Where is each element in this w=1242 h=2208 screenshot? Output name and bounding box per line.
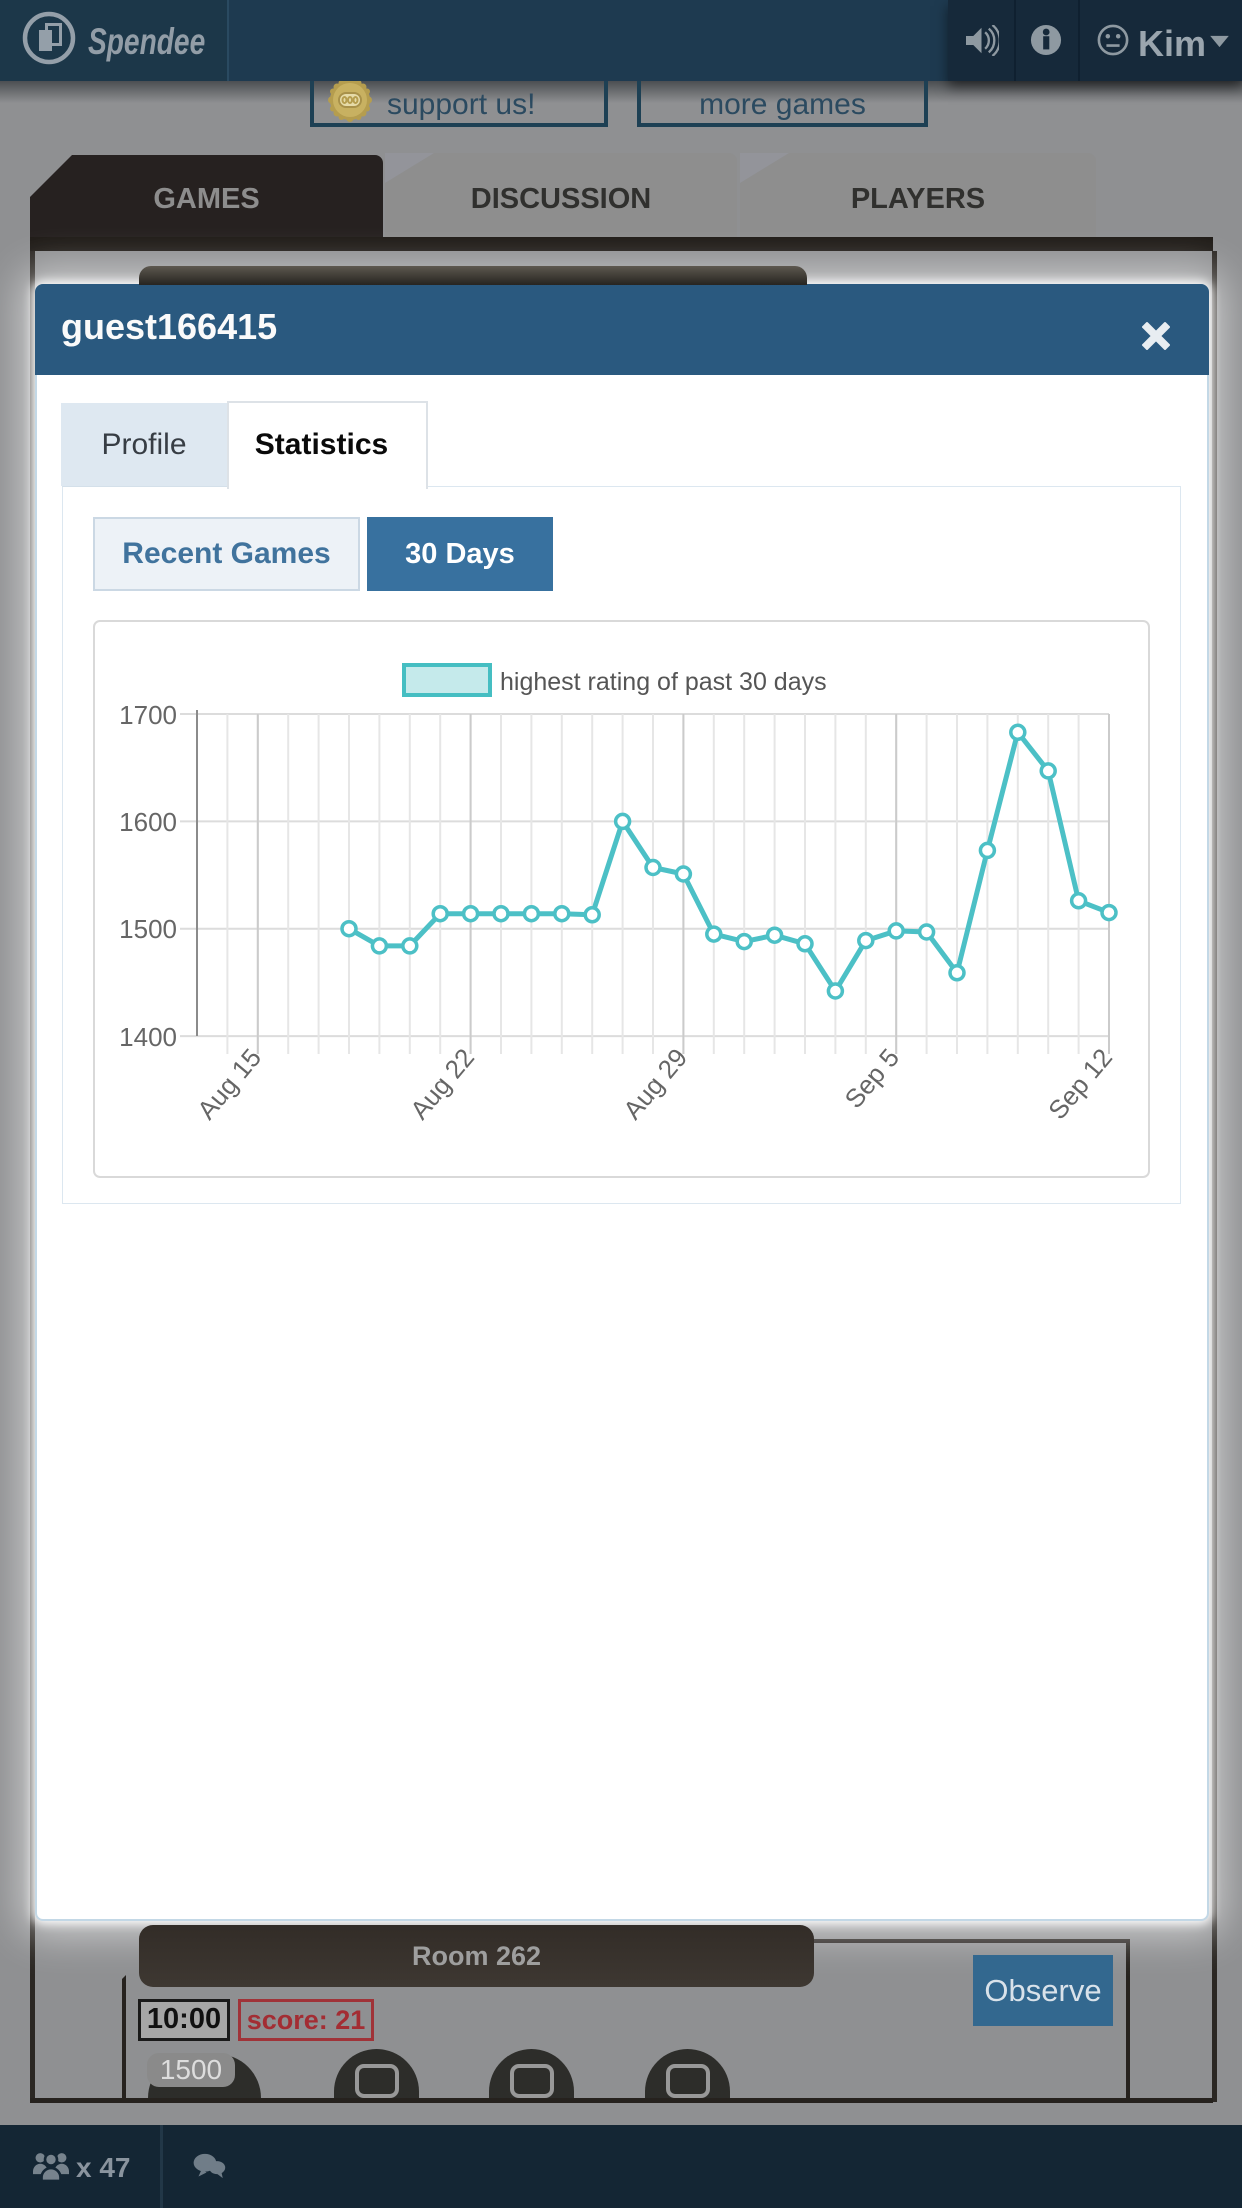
svg-text:Sep 12: Sep 12 [1042, 1043, 1118, 1125]
svg-text:1500: 1500 [119, 914, 177, 944]
svg-text:Aug 29: Aug 29 [617, 1043, 693, 1125]
svg-text:Aug 22: Aug 22 [404, 1043, 480, 1125]
svg-text:highest rating of past 30 days: highest rating of past 30 days [500, 668, 827, 696]
svg-text:1700: 1700 [119, 700, 177, 730]
svg-text:1400: 1400 [119, 1022, 177, 1052]
svg-text:Sep 5: Sep 5 [838, 1043, 905, 1114]
svg-text:Aug 15: Aug 15 [191, 1043, 267, 1125]
svg-text:1600: 1600 [119, 807, 177, 837]
